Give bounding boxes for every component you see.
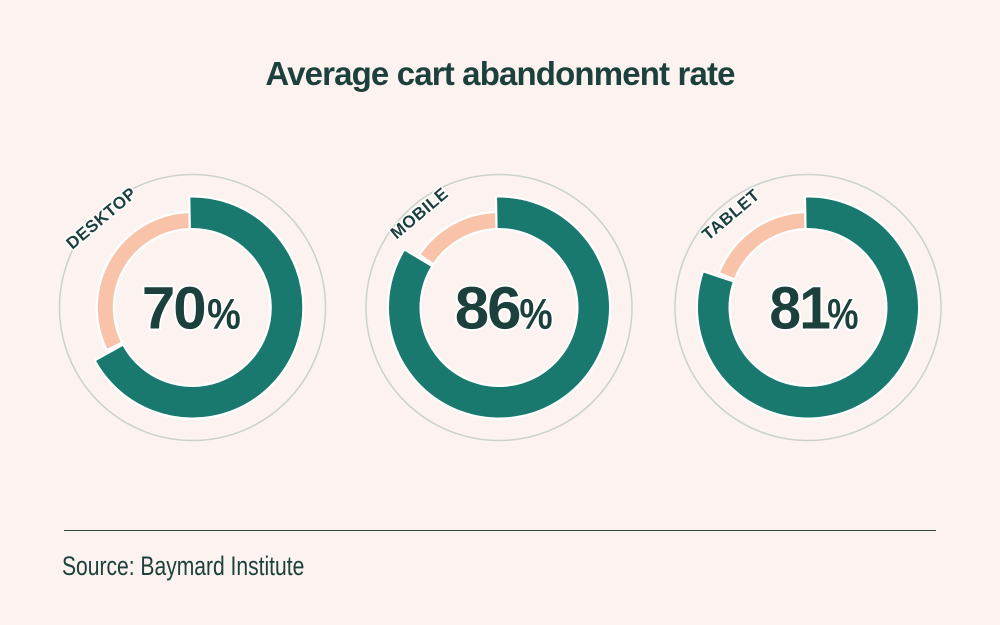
svg-text:%: % <box>207 291 241 339</box>
svg-text:%: % <box>827 291 858 339</box>
svg-text:%: % <box>519 291 552 339</box>
svg-text:81: 81 <box>769 275 829 342</box>
svg-text:70: 70 <box>142 274 205 341</box>
svg-text:86: 86 <box>455 275 520 342</box>
